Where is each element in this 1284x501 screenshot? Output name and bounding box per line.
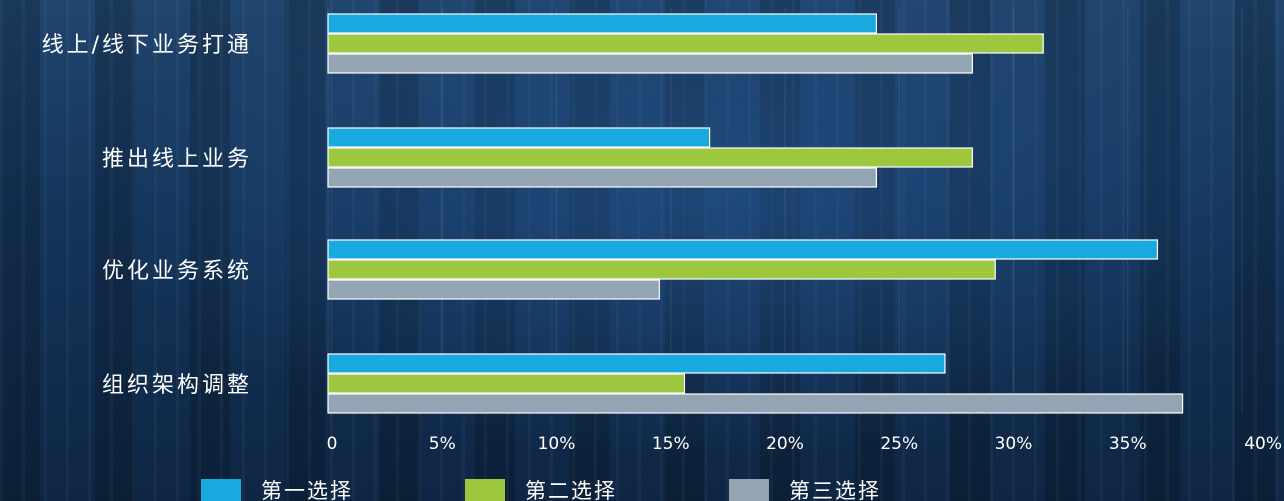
category-label: 推出线上业务	[102, 147, 252, 172]
bars	[327, 13, 1184, 414]
x-tick-label: 40%	[1244, 434, 1282, 454]
bar-1-3	[327, 239, 1159, 260]
bar-3-2	[327, 167, 878, 188]
bar-1-4	[327, 353, 946, 374]
bar-2-2	[327, 147, 973, 168]
legend-label-1: 第一选择	[261, 479, 353, 501]
legend-label-2: 第二选择	[525, 479, 617, 501]
legend-swatch-2	[465, 479, 505, 501]
x-tick-label: 35%	[1109, 434, 1147, 454]
bar-2-1	[327, 33, 1044, 54]
bar-2-4	[327, 373, 686, 394]
bar-3-3	[327, 279, 660, 300]
legend-label-3: 第三选择	[789, 479, 881, 501]
x-tick-label: 20%	[766, 434, 804, 454]
bar-3-1	[327, 53, 973, 74]
category-label: 线上/线下业务打通	[42, 33, 252, 58]
gridlines	[327, 8, 1243, 414]
x-tick-label: 30%	[995, 434, 1033, 454]
bar-2-3	[327, 259, 996, 280]
x-tick-label: 25%	[880, 434, 918, 454]
x-axis-tick-labels: 0 5% 10% 15% 20% 25% 30% 35% 40%	[327, 434, 1282, 454]
x-tick-label: 0	[327, 434, 338, 454]
legend: 第一选择 第二选择 第三选择	[201, 479, 881, 501]
bar-1-2	[327, 127, 711, 148]
category-label: 优化业务系统	[102, 259, 252, 284]
legend-swatch-3	[729, 479, 769, 501]
x-tick-label: 5%	[429, 434, 456, 454]
x-tick-label: 15%	[652, 434, 690, 454]
bar-3-4	[327, 393, 1184, 414]
legend-swatch-1	[201, 479, 241, 501]
category-label: 组织架构调整	[102, 373, 252, 398]
bar-1-1	[327, 13, 878, 34]
x-tick-label: 10%	[538, 434, 576, 454]
